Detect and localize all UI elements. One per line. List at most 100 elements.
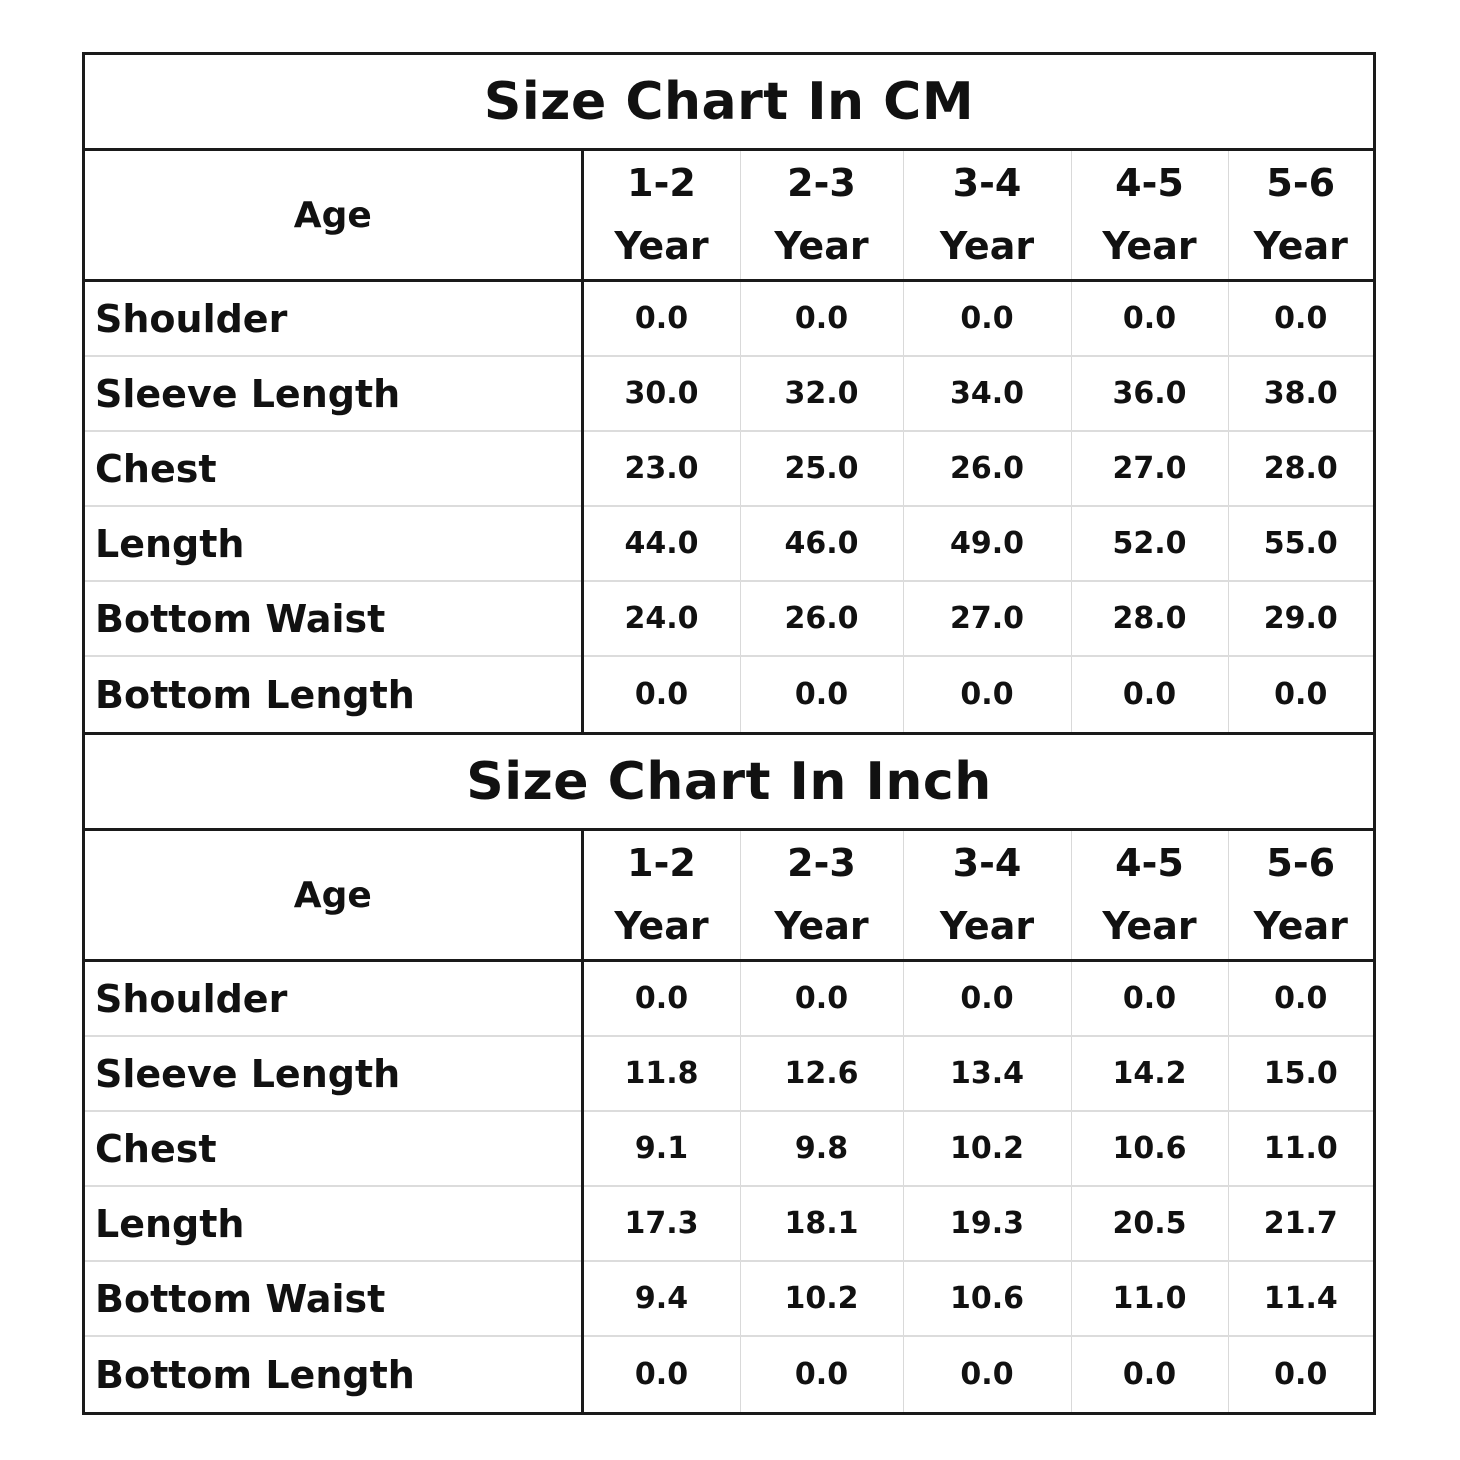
measurement-value: 0.0 — [739, 280, 903, 356]
measurement-value: 18.1 — [739, 1185, 903, 1261]
age-unit: Year — [939, 904, 1035, 948]
measurement-label: Length — [85, 505, 584, 581]
measurement-value: 0.0 — [582, 1335, 740, 1412]
measurement-value: 21.7 — [1227, 1185, 1373, 1261]
age-column-header: 5-6 Year — [1227, 831, 1373, 962]
table-row: Length 17.3 18.1 19.3 20.5 21.7 — [85, 1185, 1373, 1261]
measurement-value: 0.0 — [1070, 960, 1228, 1036]
measurement-label: Sleeve Length — [85, 355, 584, 431]
age-unit: Year — [1253, 904, 1348, 948]
measurement-value: 11.8 — [582, 1035, 740, 1111]
measurement-value: 24.0 — [582, 580, 740, 656]
size-chart-cm-table: Age 1-2 Year 2-3 Year 3-4 Year 4-5 Year 5-6 Year Sh… — [85, 151, 1373, 732]
measurement-value: 38.0 — [1227, 355, 1373, 431]
age-column-header: 3-4 Year — [902, 831, 1071, 962]
measurement-value: 9.1 — [582, 1110, 740, 1186]
age-unit: Year — [1102, 904, 1197, 948]
size-chart-sheet: Size Chart In CM Age 1-2 Year 2-3 Year 3-4 Year… — [82, 52, 1376, 1415]
measurement-value: 26.0 — [739, 580, 903, 656]
size-chart-cm-title: Size Chart In CM — [85, 52, 1373, 151]
age-unit: Year — [774, 224, 869, 268]
table-row: Bottom Waist 24.0 26.0 27.0 28.0 29.0 — [85, 580, 1373, 656]
age-header: Age — [85, 831, 584, 962]
measurement-value: 36.0 — [1070, 355, 1228, 431]
measurement-label: Chest — [85, 430, 584, 506]
age-unit: Year — [1253, 224, 1348, 268]
age-range: 4-5 — [1115, 841, 1184, 885]
measurement-value: 27.0 — [1070, 430, 1228, 506]
measurement-label: Bottom Waist — [85, 1260, 584, 1336]
size-chart-inch-section: Size Chart In Inch Age 1-2 Year 2-3 Year 3-4 Ye… — [82, 732, 1376, 1415]
age-column-header: 1-2 Year — [582, 831, 740, 962]
size-chart-inch-table: Age 1-2 Year 2-3 Year 3-4 Year 4-5 Year 5-6 Year Sh… — [85, 831, 1373, 1412]
measurement-value: 12.6 — [739, 1035, 903, 1111]
age-range: 1-2 — [627, 841, 696, 885]
measurement-value: 23.0 — [582, 430, 740, 506]
measurement-value: 10.6 — [1070, 1110, 1228, 1186]
table-row: Sleeve Length 11.8 12.6 13.4 14.2 15.0 — [85, 1035, 1373, 1111]
age-unit: Year — [614, 904, 709, 948]
table-row: Shoulder 0.0 0.0 0.0 0.0 0.0 — [85, 280, 1373, 356]
age-range: 5-6 — [1266, 161, 1336, 205]
measurement-value: 10.6 — [902, 1260, 1071, 1336]
measurement-label: Bottom Waist — [85, 580, 584, 656]
measurement-label: Shoulder — [85, 280, 584, 356]
measurement-value: 14.2 — [1070, 1035, 1228, 1111]
age-range: 2-3 — [787, 161, 856, 205]
measurement-value: 29.0 — [1227, 580, 1373, 656]
measurement-value: 0.0 — [1070, 1335, 1228, 1412]
measurement-value: 13.4 — [902, 1035, 1071, 1111]
measurement-value: 11.4 — [1227, 1260, 1373, 1336]
measurement-value: 25.0 — [739, 430, 903, 506]
measurement-label: Bottom Length — [85, 1335, 584, 1412]
measurement-value: 0.0 — [1070, 655, 1228, 732]
age-unit: Year — [1102, 224, 1197, 268]
measurement-value: 0.0 — [1227, 655, 1373, 732]
size-chart-cm-section: Size Chart In CM Age 1-2 Year 2-3 Year 3-4 Year… — [82, 52, 1376, 732]
age-range: 1-2 — [627, 161, 696, 205]
measurement-value: 0.0 — [634, 301, 689, 336]
measurement-value: 0.0 — [739, 1335, 903, 1412]
measurement-value: 52.0 — [1070, 505, 1228, 581]
measurement-label: Shoulder — [85, 960, 584, 1036]
header-row: Age 1-2 Year 2-3 Year 3-4 Year 4-5 Year 5-6 Year — [85, 831, 1373, 962]
table-row: Length 44.0 46.0 49.0 52.0 55.0 — [85, 505, 1373, 581]
measurement-value: 30.0 — [582, 355, 740, 431]
table-row: Sleeve Length 30.0 32.0 34.0 36.0 38.0 — [85, 355, 1373, 431]
age-column-header: 5-6 Year — [1227, 151, 1373, 282]
measurement-value: 49.0 — [902, 505, 1071, 581]
age-column-header: 1-2 Year — [582, 151, 740, 282]
age-unit: Year — [939, 224, 1035, 268]
measurement-value: 0.0 — [634, 981, 689, 1016]
measurement-value: 15.0 — [1227, 1035, 1373, 1111]
measurement-value: 19.3 — [902, 1185, 1071, 1261]
age-range: 4-5 — [1115, 161, 1184, 205]
measurement-value: 46.0 — [739, 505, 903, 581]
measurement-value: 0.0 — [902, 1335, 1071, 1412]
measurement-value: 0.0 — [1070, 280, 1228, 356]
measurement-value: 55.0 — [1227, 505, 1373, 581]
measurement-value: 10.2 — [739, 1260, 903, 1336]
measurement-value: 0.0 — [902, 960, 1071, 1036]
measurement-value: 26.0 — [902, 430, 1071, 506]
measurement-value: 0.0 — [1227, 960, 1373, 1036]
age-range: 3-4 — [952, 161, 1022, 205]
table-row: Bottom Length 0.0 0.0 0.0 0.0 0.0 — [85, 655, 1373, 732]
age-column-header: 4-5 Year — [1070, 151, 1228, 282]
measurement-value: 34.0 — [902, 355, 1071, 431]
age-range: 3-4 — [952, 841, 1022, 885]
header-row: Age 1-2 Year 2-3 Year 3-4 Year 4-5 Year 5-6 Year — [85, 151, 1373, 282]
measurement-label: Bottom Length — [85, 655, 584, 732]
table-row: Bottom Waist 9.4 10.2 10.6 11.0 11.4 — [85, 1260, 1373, 1336]
measurement-value: 11.0 — [1070, 1260, 1228, 1336]
table-row: Chest 23.0 25.0 26.0 27.0 28.0 — [85, 430, 1373, 506]
measurement-label: Sleeve Length — [85, 1035, 584, 1111]
measurement-value: 44.0 — [582, 505, 740, 581]
age-column-header: 2-3 Year — [739, 831, 903, 962]
measurement-label: Length — [85, 1185, 584, 1261]
age-column-header: 2-3 Year — [739, 151, 903, 282]
measurement-value: 0.0 — [1227, 1335, 1373, 1412]
measurement-value: 0.0 — [902, 280, 1071, 356]
measurement-value: 9.8 — [739, 1110, 903, 1186]
measurement-value: 27.0 — [902, 580, 1071, 656]
